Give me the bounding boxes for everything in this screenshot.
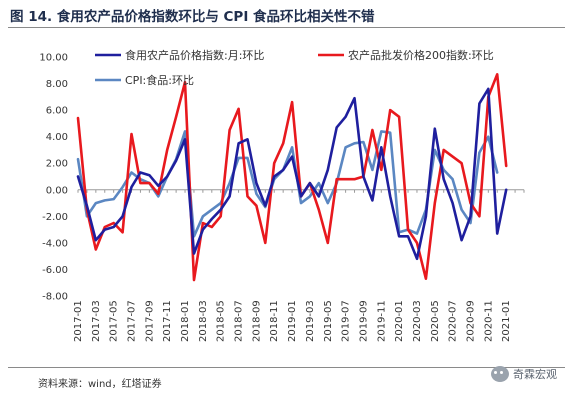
legend-item-agri-wholesale-200-index: 农产品批发价格200指数:环比 [318, 48, 494, 62]
y-tick-label: 8.00 [46, 79, 68, 90]
x-tick-label: 2021-01 [501, 300, 512, 342]
x-tick-label: 2017-09 [144, 300, 155, 342]
x-tick-label: 2018-09 [251, 300, 262, 342]
x-axis: 2017-01 2017-03 2017-05 2017-07 2017-09 2017-… [73, 189, 525, 342]
x-tick-label: 2017-05 [109, 300, 120, 342]
x-tick-label: 2018-11 [269, 300, 280, 342]
series-lines [76, 73, 508, 282]
legend-label: 农产品批发价格200指数:环比 [348, 48, 494, 62]
x-tick-label: 2019-05 [323, 300, 334, 342]
legend-item-cpi-food: CPI:食品:环比 [95, 73, 194, 87]
figure-title: 图 14. 食用农产品价格指数环比与 CPI 食品环比相关性不错 [10, 9, 375, 25]
x-tick-label: 2020-07 [448, 300, 459, 342]
x-tick-label: 2019-01 [287, 300, 298, 342]
y-tick-label: 10.00 [39, 53, 68, 64]
y-tick-label: 4.00 [46, 132, 68, 143]
y-tick-label: -4.00 [42, 238, 68, 249]
series-line-food-agri-price-index [76, 87, 508, 261]
x-tick-label: 2018-05 [216, 300, 227, 342]
x-tick-label: 2017-03 [91, 300, 102, 342]
x-tick-label: 2019-07 [341, 300, 352, 342]
source-note: 资料来源：wind，红塔证券 [38, 379, 162, 390]
x-tick-label: 2019-09 [358, 300, 369, 342]
x-tick-label: 2017-11 [162, 300, 173, 342]
x-tick-label: 2020-11 [483, 300, 494, 342]
legend: 食用农产品价格指数:月:环比 农产品批发价格200指数:环比 CPI:食品:环比 [95, 48, 494, 87]
y-tick-label: 2.00 [46, 159, 68, 170]
y-axis: 10.00 8.00 6.00 4.00 2.00 0.00 -2.00 -4.00 -6.00… [39, 53, 68, 303]
legend-label: CPI:食品:环比 [125, 73, 194, 87]
x-tick-label: 2019-11 [376, 300, 387, 342]
legend-item-food-agri-price-index: 食用农产品价格指数:月:环比 [95, 48, 264, 62]
y-tick-label: 6.00 [46, 106, 68, 117]
y-tick-label: -8.00 [42, 292, 68, 303]
wechat-icon [491, 366, 509, 382]
y-tick-label: 0.00 [46, 185, 68, 196]
x-tick-label: 2018-07 [234, 300, 245, 342]
x-tick-label: 2017-01 [73, 300, 84, 342]
title-divider [8, 27, 565, 28]
x-tick-label: 2020-05 [430, 300, 441, 342]
series-line-agri-wholesale-200-index [76, 73, 508, 282]
x-tick-label: 2019-03 [305, 300, 316, 342]
watermark: 奇霖宏观 [491, 366, 557, 382]
x-tick-label: 2018-01 [180, 300, 191, 342]
legend-label: 食用农产品价格指数:月:环比 [125, 48, 264, 62]
y-tick-label: -6.00 [42, 265, 68, 276]
watermark-text: 奇霖宏观 [513, 368, 557, 381]
x-tick-label: 2020-09 [465, 300, 476, 342]
y-tick-label: -2.00 [42, 212, 68, 223]
x-tick-label: 2017-07 [127, 300, 138, 342]
x-tick-label: 2018-03 [198, 300, 209, 342]
x-tick-label: 2020-01 [394, 300, 405, 342]
x-tick-label: 2020-03 [412, 300, 423, 342]
source-divider [8, 367, 565, 368]
